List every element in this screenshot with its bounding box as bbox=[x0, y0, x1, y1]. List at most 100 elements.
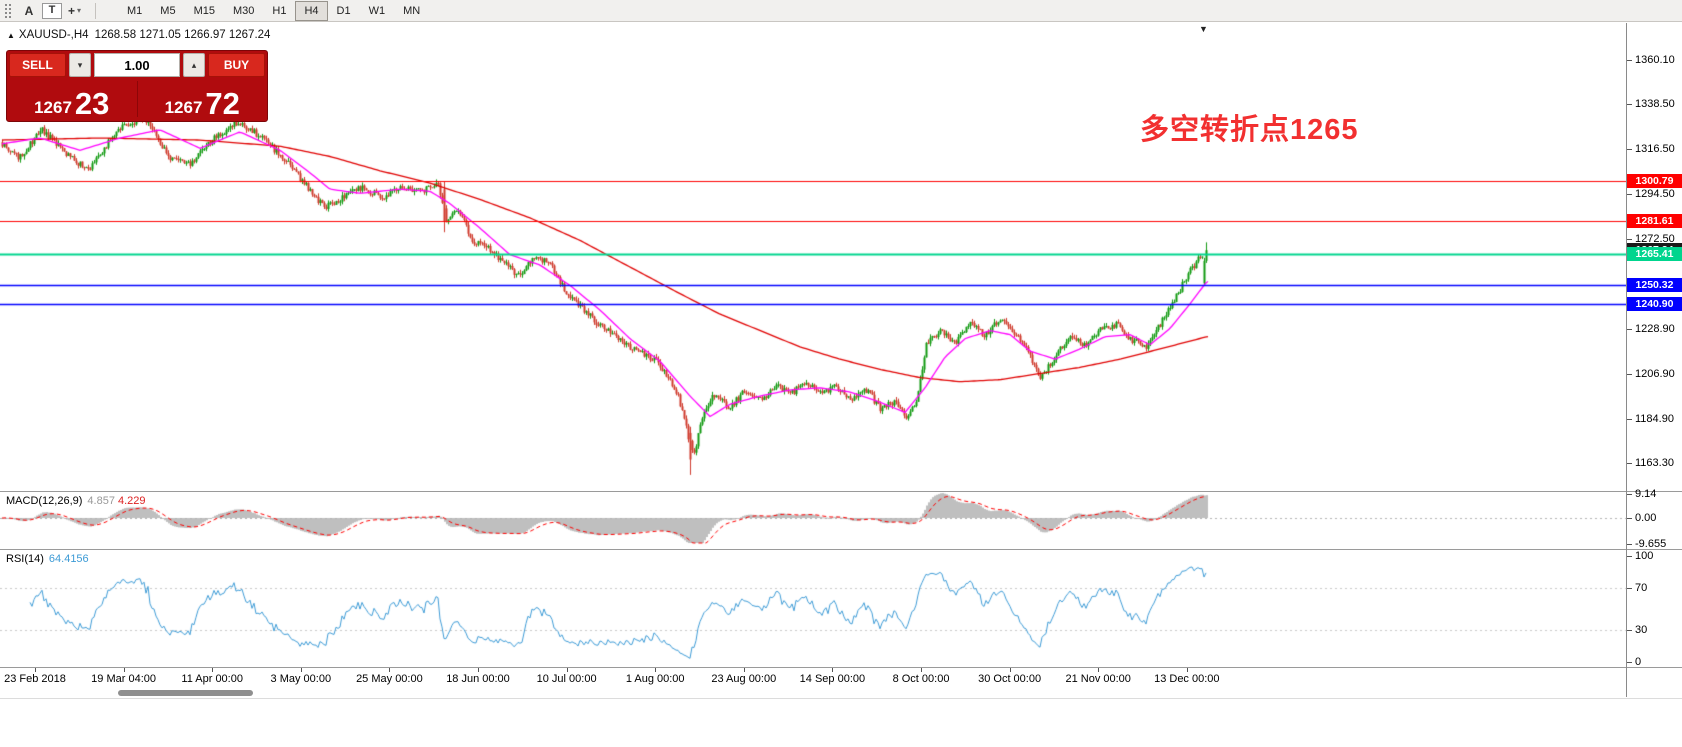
trade-controls-row: SELL ▾ ▴ BUY bbox=[7, 51, 267, 77]
price-line-label: 1281.61 bbox=[1627, 213, 1682, 228]
time-axis-label: 10 Jul 00:00 bbox=[536, 673, 597, 685]
price-axis-tick-mark bbox=[1627, 374, 1632, 375]
time-axis-label: 23 Aug 00:00 bbox=[711, 673, 777, 685]
time-axis-label: 23 Feb 2018 bbox=[4, 673, 66, 685]
chevron-up-icon: ▴ bbox=[191, 59, 197, 70]
trade-prices-row: 1267 23 1267 72 bbox=[7, 77, 267, 121]
sell-price-display[interactable]: 1267 23 bbox=[7, 77, 137, 121]
chart-shift-marker-icon: ▼ bbox=[1199, 24, 1208, 34]
time-axis-label: 14 Sep 00:00 bbox=[799, 673, 866, 685]
macd-axis-label: 9.14 bbox=[1635, 487, 1657, 500]
horizontal-scrollbar-thumb[interactable] bbox=[118, 690, 253, 696]
sell-price-main: 1267 bbox=[34, 98, 72, 117]
chart-annotation-text: 多空转折点1265 bbox=[1140, 114, 1359, 146]
rsi-name: RSI(14) bbox=[6, 553, 44, 565]
text-tool-button[interactable]: T bbox=[42, 2, 62, 19]
volume-increase-button[interactable]: ▴ bbox=[183, 53, 205, 77]
crosshair-icon: + bbox=[68, 3, 76, 18]
price-line-label: 1300.79 bbox=[1627, 174, 1682, 189]
time-axis-label: 11 Apr 00:00 bbox=[181, 673, 243, 685]
timeframe-button-mn[interactable]: MN bbox=[394, 1, 429, 21]
rsi-panel-separator[interactable] bbox=[0, 549, 1682, 550]
price-axis-tick-mark bbox=[1627, 329, 1632, 330]
candlestick-chart-canvas[interactable] bbox=[0, 23, 1626, 491]
time-axis-tick-mark bbox=[832, 668, 834, 672]
sell-price-pips: 23 bbox=[74, 86, 110, 121]
price-axis-tick-mark bbox=[1627, 463, 1632, 464]
toolbar-drag-handle[interactable] bbox=[5, 3, 11, 18]
rsi-axis-tick-mark bbox=[1627, 630, 1632, 631]
rsi-axis-label: 100 bbox=[1635, 550, 1654, 562]
price-axis-tick-label: 1316.50 bbox=[1635, 143, 1675, 156]
arrow-style-tool-button[interactable]: A bbox=[18, 2, 40, 20]
time-axis-tick-mark bbox=[1098, 668, 1100, 672]
timeframe-button-m15[interactable]: M15 bbox=[185, 1, 224, 21]
one-click-trading-panel: SELL ▾ ▴ BUY 1267 23 1267 72 bbox=[6, 50, 268, 122]
macd-axis-label: 0.00 bbox=[1635, 512, 1657, 524]
buy-price-display[interactable]: 1267 72 bbox=[138, 77, 268, 121]
time-axis-label: 30 Oct 00:00 bbox=[978, 673, 1042, 685]
time-axis-tick-mark bbox=[743, 668, 745, 672]
volume-input[interactable] bbox=[94, 53, 180, 77]
price-axis-tick-mark bbox=[1627, 419, 1632, 420]
buy-price-pips: 72 bbox=[205, 86, 240, 121]
buy-button[interactable]: BUY bbox=[208, 53, 265, 77]
macd-indicator-label: MACD(12,26,9) 4.857 4.229 bbox=[6, 495, 145, 507]
volume-dropdown-button[interactable]: ▾ bbox=[69, 53, 91, 77]
chart-window-bottom-edge bbox=[0, 698, 1682, 699]
time-axis-tick-mark bbox=[212, 668, 214, 672]
price-axis-tick-mark bbox=[1627, 149, 1632, 150]
macd-axis-tick-mark bbox=[1627, 544, 1632, 545]
toolbar-separator bbox=[95, 2, 96, 19]
rsi-value: 64.4156 bbox=[48, 553, 89, 565]
rsi-axis-tick-mark bbox=[1627, 556, 1632, 557]
rsi-axis-tick-mark bbox=[1627, 662, 1632, 663]
price-axis-tick-mark bbox=[1627, 60, 1632, 61]
time-axis-label: 21 Nov 00:00 bbox=[1065, 673, 1131, 685]
timeframe-button-d1[interactable]: D1 bbox=[328, 1, 360, 21]
macd-panel-separator[interactable] bbox=[0, 491, 1682, 492]
price-axis-tick-label: 1163.30 bbox=[1635, 457, 1674, 469]
time-axis-label: 25 May 00:00 bbox=[356, 673, 423, 685]
time-axis-tick-mark bbox=[123, 668, 125, 672]
timeframe-button-h4[interactable]: H4 bbox=[295, 0, 328, 21]
timeframe-group: M1 M5 M15 M30 H1 H4 D1 W1 MN bbox=[118, 0, 429, 21]
price-axis-tick-label: 1272.50 bbox=[1635, 233, 1675, 246]
price-line-label: 1240.90 bbox=[1627, 297, 1682, 312]
macd-panel-canvas[interactable] bbox=[0, 492, 1626, 549]
time-axis-label: 13 Dec 00:00 bbox=[1154, 673, 1220, 685]
time-axis-tick-mark bbox=[1009, 668, 1011, 672]
timeframe-button-h1[interactable]: H1 bbox=[263, 1, 295, 21]
sell-button[interactable]: SELL bbox=[9, 53, 66, 77]
timeframe-button-w1[interactable]: W1 bbox=[360, 1, 395, 21]
rsi-indicator-label: RSI(14) 64.4156 bbox=[6, 553, 89, 565]
price-axis-tick-mark bbox=[1627, 104, 1632, 105]
price-line-label: 1265.41 bbox=[1627, 246, 1682, 261]
chevron-down-icon: ▾ bbox=[77, 59, 83, 70]
price-axis-tick-label: 1294.50 bbox=[1635, 188, 1675, 201]
symbol-label: XAUUSD-,H4 bbox=[18, 29, 89, 41]
price-axis-tick-label: 1338.50 bbox=[1635, 98, 1675, 111]
buy-price-main: 1267 bbox=[164, 98, 203, 117]
timeframe-button-m30[interactable]: M30 bbox=[224, 1, 263, 21]
time-axis-tick-mark bbox=[1186, 668, 1188, 672]
price-axis-tick-label: 1360.10 bbox=[1635, 54, 1675, 66]
timeframe-button-m5[interactable]: M5 bbox=[151, 1, 184, 21]
time-axis-tick-mark bbox=[566, 668, 568, 672]
top-toolbar: A T + ▾ M1 M5 M15 M30 H1 H4 D1 W1 MN bbox=[0, 0, 1682, 22]
timeframe-button-m1[interactable]: M1 bbox=[118, 1, 151, 21]
macd-value-main: 4.857 bbox=[87, 495, 115, 507]
time-axis-separator bbox=[0, 667, 1682, 668]
time-axis-tick-mark bbox=[921, 668, 922, 672]
rsi-axis-label: 0 bbox=[1635, 656, 1642, 668]
rsi-axis-label: 30 bbox=[1635, 624, 1648, 637]
rsi-panel-canvas[interactable] bbox=[0, 550, 1626, 667]
rsi-axis-tick-mark bbox=[1627, 588, 1632, 589]
chevron-down-icon: ▾ bbox=[77, 6, 82, 15]
symbol-marker-icon: ▲ bbox=[7, 31, 15, 40]
crosshair-tool-button[interactable]: + ▾ bbox=[64, 2, 86, 20]
rsi-axis-label: 70 bbox=[1635, 581, 1648, 594]
time-axis-label: 18 Jun 00:00 bbox=[446, 673, 510, 685]
price-line-label: 1250.32 bbox=[1627, 277, 1682, 292]
